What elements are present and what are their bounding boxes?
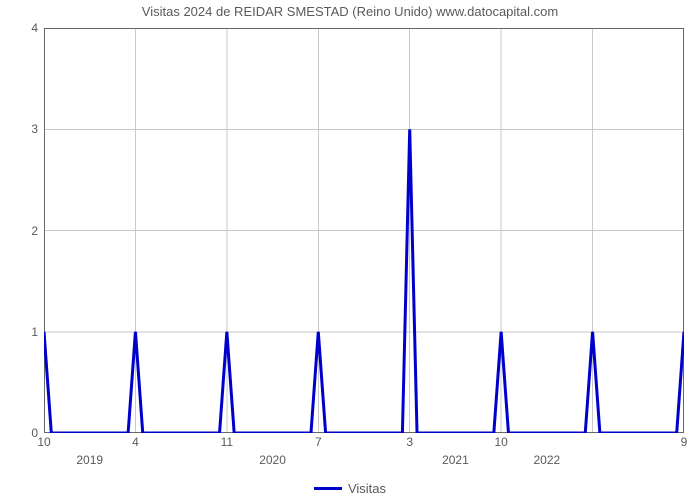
- x-year-label: 2022: [533, 453, 560, 467]
- y-tick-label: 3: [31, 122, 44, 136]
- x-value-label: 10: [37, 433, 50, 449]
- legend-label: Visitas: [348, 481, 386, 496]
- y-tick-label: 1: [31, 325, 44, 339]
- plot-area: 0123410411731092019202020212022: [44, 28, 684, 433]
- legend-item-visitas: Visitas: [314, 481, 386, 496]
- chart-container: Visitas 2024 de REIDAR SMESTAD (Reino Un…: [0, 0, 700, 500]
- x-value-label: 4: [132, 433, 139, 449]
- y-tick-label: 4: [31, 21, 44, 35]
- legend: Visitas: [0, 478, 700, 496]
- x-value-label: 3: [406, 433, 413, 449]
- chart-title: Visitas 2024 de REIDAR SMESTAD (Reino Un…: [0, 4, 700, 19]
- y-tick-label: 2: [31, 224, 44, 238]
- legend-swatch: [314, 487, 342, 490]
- series-line: [44, 129, 684, 433]
- x-year-label: 2021: [442, 453, 469, 467]
- x-year-label: 2020: [259, 453, 286, 467]
- x-value-label: 9: [681, 433, 688, 449]
- plot-svg: [44, 28, 684, 433]
- x-value-label: 11: [221, 433, 233, 449]
- x-value-label: 10: [494, 433, 507, 449]
- x-value-label: 7: [315, 433, 322, 449]
- x-year-label: 2019: [76, 453, 103, 467]
